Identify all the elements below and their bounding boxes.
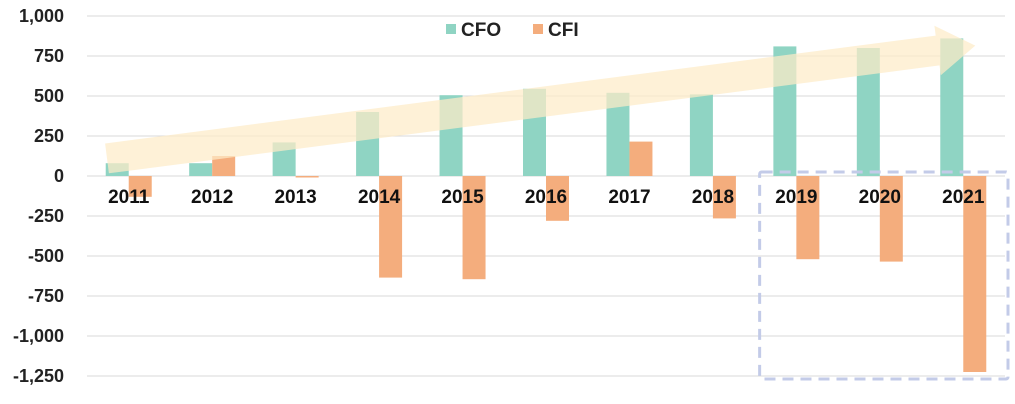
highlight-box xyxy=(758,170,1010,381)
trend-arrow xyxy=(105,25,976,174)
x-tick-label: 2015 xyxy=(441,187,484,208)
y-tick-label: 0 xyxy=(54,166,64,186)
legend-label-cfo: CFO xyxy=(461,20,501,41)
bar-cfi-2018 xyxy=(712,176,736,219)
x-tick-label: 2011 xyxy=(108,187,150,208)
legend-label-cfi: CFI xyxy=(548,20,579,41)
bar-cfi-2020 xyxy=(879,176,903,262)
x-tick-label: 2016 xyxy=(525,187,567,208)
bar-cfi-2011 xyxy=(128,176,152,197)
x-tick-label: 2019 xyxy=(775,187,817,208)
y-tick-label: -250 xyxy=(28,206,64,226)
x-tick-label: 2014 xyxy=(358,187,401,208)
bar-cfo-2012 xyxy=(189,163,213,176)
x-tick-label: 2012 xyxy=(191,187,233,208)
bar-cfi-2019 xyxy=(796,176,820,260)
x-tick-label: 2018 xyxy=(692,187,734,208)
bar-cfo-2021 xyxy=(940,38,964,177)
legend-swatch-cfi xyxy=(533,24,543,34)
y-tick-label: -1,250 xyxy=(13,366,64,386)
bar-cfi-2021 xyxy=(963,176,987,372)
bar-cfo-2017 xyxy=(606,92,630,176)
y-tick-label: 1,000 xyxy=(19,6,64,26)
y-tick-label: -750 xyxy=(28,286,64,306)
y-tick-label: 250 xyxy=(34,126,64,146)
bar-cfi-2014 xyxy=(379,176,403,278)
legend-swatch-cfo xyxy=(446,24,456,34)
x-tick-label: 2020 xyxy=(859,187,901,208)
bar-cfo-2018 xyxy=(689,94,713,176)
bar-cfi-2017 xyxy=(629,141,653,176)
bar-cfi-2015 xyxy=(462,176,486,280)
x-tick-label: 2017 xyxy=(608,187,650,208)
y-tick-label: -500 xyxy=(28,246,64,266)
bar-cfo-2020 xyxy=(856,48,880,176)
bar-cfi-2013 xyxy=(295,176,319,178)
y-tick-label: 750 xyxy=(34,46,64,66)
bar-cfi-2016 xyxy=(546,176,569,221)
x-tick-label: 2013 xyxy=(274,187,316,208)
y-tick-label: 500 xyxy=(34,86,64,106)
x-tick-label: 2021 xyxy=(942,187,985,208)
y-tick-label: -1,000 xyxy=(13,326,64,346)
bar-cfi-2012 xyxy=(212,156,236,176)
